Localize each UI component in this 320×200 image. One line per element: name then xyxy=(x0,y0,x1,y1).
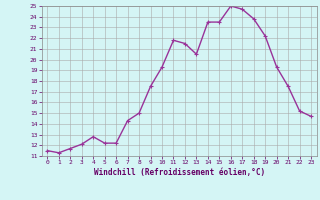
X-axis label: Windchill (Refroidissement éolien,°C): Windchill (Refroidissement éolien,°C) xyxy=(94,168,265,177)
